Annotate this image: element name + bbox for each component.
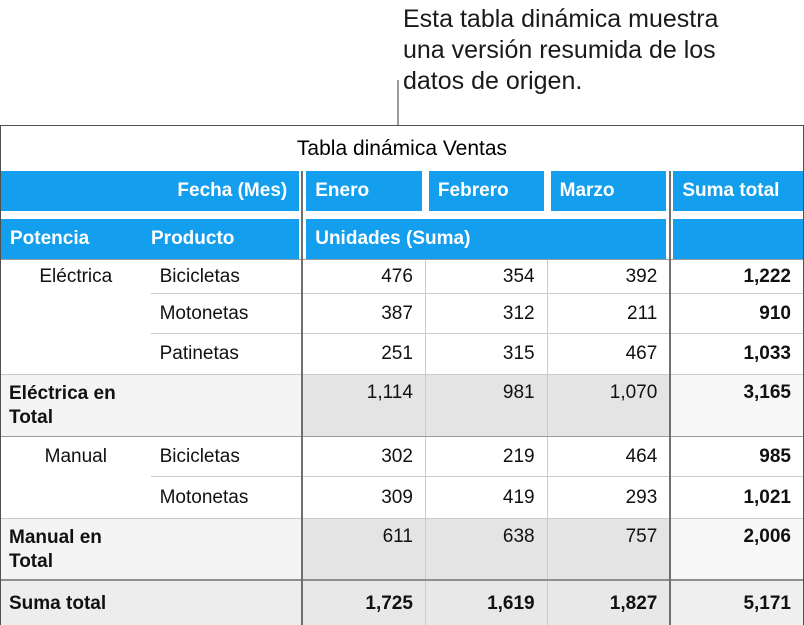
group-label-spacer[interactable]	[1, 476, 151, 518]
row-total-cell[interactable]: 1,033	[669, 333, 803, 374]
data-row-manual-motonetas: Motonetas 309 419 293 1,021	[1, 476, 803, 518]
pivot-table: Tabla dinámica Ventas Fecha (Mes) Enero …	[0, 125, 804, 625]
header-suma-total[interactable]: Suma total	[669, 171, 803, 211]
value-cell-enero[interactable]: 387	[302, 293, 425, 333]
group-label-spacer[interactable]	[1, 333, 151, 374]
callout-text: Esta tabla dinámica muestra una versión …	[403, 4, 799, 97]
field-header-row: Potencia Producto Unidades (Suma)	[1, 219, 803, 259]
total-cell-febrero[interactable]: 981	[424, 375, 547, 436]
header-febrero[interactable]: Febrero	[424, 171, 547, 211]
producto-cell[interactable]: Patinetas	[150, 333, 303, 374]
grand-total-row: Suma total 1,725 1,619 1,827 5,171	[1, 579, 803, 625]
total-cell-enero[interactable]: 611	[302, 519, 425, 579]
grand-total-febrero[interactable]: 1,619	[424, 581, 547, 625]
header-enero[interactable]: Enero	[302, 171, 425, 211]
header-gap	[1, 211, 803, 219]
callout-line: datos de origen.	[403, 67, 583, 95]
producto-cell[interactable]: Motonetas	[150, 293, 303, 333]
value-cell-febrero[interactable]: 219	[424, 437, 547, 476]
header-fecha-mes[interactable]: Fecha (Mes)	[1, 171, 303, 211]
grand-total-enero[interactable]: 1,725	[302, 581, 425, 625]
grand-total-marzo[interactable]: 1,827	[546, 581, 670, 625]
header-unidades-suma[interactable]: Unidades (Suma)	[302, 219, 670, 259]
table-title-row: Tabla dinámica Ventas	[1, 126, 803, 171]
callout-line: una versión resumida de los	[403, 36, 716, 64]
header-potencia-producto[interactable]: Potencia Producto	[1, 219, 303, 259]
group-label-electrica[interactable]: Eléctrica	[39, 265, 113, 287]
producto-cell[interactable]: Motonetas	[150, 476, 303, 518]
group-label-manual[interactable]: Manual	[44, 445, 107, 467]
total-cell-enero[interactable]: 1,114	[302, 375, 425, 436]
data-row-electrica-bicicletas: Eléctrica Bicicletas 476 354 392 1,222	[1, 259, 803, 293]
producto-cell[interactable]: Bicicletas	[159, 265, 240, 287]
column-header-row: Fecha (Mes) Enero Febrero Marzo Suma tot…	[1, 171, 803, 211]
row-total-cell[interactable]: 910	[669, 293, 803, 333]
group-total-row-manual: Manual en Total 611 638 757 2,006	[1, 518, 803, 579]
value-cell-marzo[interactable]: 211	[546, 293, 670, 333]
group-total-row-electrica: Eléctrica en Total 1,114 981 1,070 3,165	[1, 374, 803, 436]
column-divider-line	[301, 171, 303, 625]
producto-cell[interactable]: Bicicletas	[159, 445, 240, 467]
value-cell-enero[interactable]: 476	[381, 265, 413, 287]
group-total-label: Manual en Total	[9, 527, 102, 572]
group-total-label-cell[interactable]: Eléctrica en Total	[1, 375, 303, 436]
row-total-cell[interactable]: 1,222	[743, 265, 791, 287]
header-empty-cell[interactable]	[669, 219, 803, 259]
value-cell-marzo[interactable]: 464	[546, 437, 670, 476]
total-cell-suma[interactable]: 3,165	[669, 375, 803, 436]
grand-total-suma[interactable]: 5,171	[669, 581, 803, 625]
callout-line: Esta tabla dinámica muestra	[403, 5, 719, 33]
header-marzo[interactable]: Marzo	[546, 171, 670, 211]
total-cell-suma[interactable]: 2,006	[669, 519, 803, 579]
grand-total-label[interactable]: Suma total	[1, 581, 303, 625]
table-title[interactable]: Tabla dinámica Ventas	[296, 136, 508, 160]
row-total-cell[interactable]: 985	[759, 445, 791, 467]
value-cell-febrero[interactable]: 315	[424, 333, 547, 374]
value-cell-febrero[interactable]: 419	[424, 476, 547, 518]
value-cell-marzo[interactable]: 392	[546, 260, 670, 293]
value-cell-enero[interactable]: 251	[302, 333, 425, 374]
value-cell-febrero[interactable]: 354	[424, 260, 547, 293]
value-cell-enero[interactable]: 309	[302, 476, 425, 518]
callout-connector-line	[397, 80, 399, 126]
total-cell-febrero[interactable]: 638	[424, 519, 547, 579]
group-total-label-cell[interactable]: Manual en Total	[1, 519, 303, 579]
value-cell-marzo[interactable]: 467	[546, 333, 670, 374]
group-label-spacer[interactable]	[1, 293, 151, 333]
group-total-label: Eléctrica en Total	[9, 383, 116, 428]
column-divider-line	[669, 171, 671, 625]
row-total-cell[interactable]: 1,021	[669, 476, 803, 518]
data-row-electrica-motonetas: Motonetas 387 312 211 910	[1, 293, 803, 333]
total-cell-marzo[interactable]: 757	[546, 519, 670, 579]
header-producto[interactable]: Producto	[151, 228, 235, 249]
total-cell-marzo[interactable]: 1,070	[546, 375, 670, 436]
data-row-electrica-patinetas: Patinetas 251 315 467 1,033	[1, 333, 803, 374]
data-row-manual-bicicletas: Manual Bicicletas 302 219 464 985	[1, 436, 803, 476]
value-cell-marzo[interactable]: 293	[546, 476, 670, 518]
header-potencia[interactable]: Potencia	[10, 228, 90, 249]
value-cell-enero[interactable]: 302	[381, 445, 413, 467]
value-cell-febrero[interactable]: 312	[424, 293, 547, 333]
